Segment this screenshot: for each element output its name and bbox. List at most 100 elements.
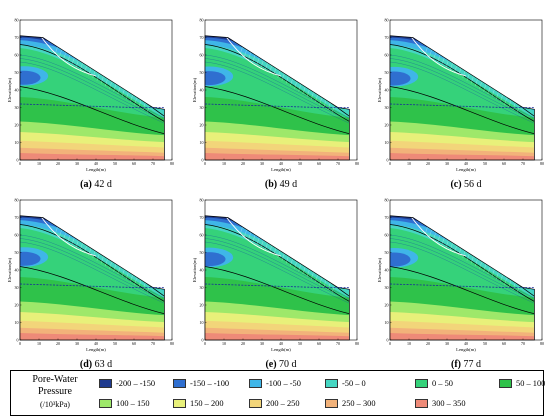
y-tick-label: 10 [200, 140, 204, 145]
slip-surface [408, 35, 467, 77]
y-tick-label: 80 [200, 197, 204, 202]
legend: Pore-Water Pressure (/10³kPa) -200 – -15… [10, 370, 546, 416]
y-tick-label: 60 [200, 52, 204, 57]
x-tick-label: 30 [260, 341, 264, 346]
x-tick-label: 30 [75, 161, 79, 166]
y-tick-label: 30 [385, 285, 389, 290]
panel-d: 0 10 20 30 40 50 60 70 80 0 10 20 30 40 50 60 70 80 Length… [7, 197, 174, 370]
y-axis-title: Elevation(m) [192, 257, 197, 282]
x-tick-label: 50 [483, 341, 487, 346]
x-tick-label: 0 [389, 161, 391, 166]
y-tick-label: 10 [385, 320, 389, 325]
contour-band [20, 153, 165, 160]
x-tick-label: 60 [317, 341, 321, 346]
panel-caption: (c) 56 d [450, 179, 481, 190]
y-tick-label: 80 [385, 197, 389, 202]
x-tick-label: 80 [540, 341, 544, 346]
contour-line [390, 54, 535, 119]
panel-a: 0 10 20 30 40 50 60 70 80 0 10 20 30 40 50 60 70 80 Length… [7, 17, 174, 190]
contour-line [390, 238, 535, 301]
panel-caption: (a) 42 d [80, 179, 112, 190]
contour-line [390, 241, 535, 304]
x-tick-label: 70 [336, 341, 340, 346]
y-tick-label: 20 [385, 122, 389, 127]
legend-swatch [499, 378, 512, 388]
x-axis-title: Length(m) [86, 347, 106, 352]
y-tick-label: 10 [15, 320, 19, 325]
contour-line [390, 234, 535, 299]
x-tick-label: 80 [170, 341, 174, 346]
y-tick-label: 70 [385, 35, 389, 40]
x-tick-label: 50 [113, 161, 117, 166]
contour-line [205, 61, 350, 124]
x-tick-label: 20 [241, 341, 245, 346]
soil-layer-boundary [20, 86, 165, 135]
x-tick-label: 70 [521, 341, 525, 346]
y-tick-label: 50 [15, 70, 19, 75]
legend-items: -200 – -150 -150 – -100 -100 – -50 -50 – 0 0… [99, 374, 546, 414]
contour-line [20, 241, 165, 304]
x-tick-label: 40 [464, 161, 468, 166]
y-tick-label: 50 [385, 250, 389, 255]
slip-surface [38, 215, 97, 257]
y-tick-label: 70 [385, 215, 389, 220]
y-tick-label: 60 [200, 232, 204, 237]
y-tick-label: 80 [15, 17, 19, 22]
y-tick-label: 10 [15, 140, 19, 145]
legend-title: Pore-Water Pressure (/10³kPa) [15, 374, 95, 411]
legend-item: 150 – 200 [173, 395, 224, 411]
y-tick-label: 30 [15, 285, 19, 290]
legend-swatch [173, 398, 186, 408]
x-tick-label: 30 [445, 161, 449, 166]
legend-label: 0 – 50 [432, 378, 453, 388]
legend-item: -100 – -50 [249, 375, 301, 391]
soil-layer-boundary [205, 266, 350, 315]
y-tick-label: 40 [385, 267, 389, 272]
y-tick-label: 20 [200, 302, 204, 307]
phreatic-line [19, 283, 165, 288]
contour-line [205, 58, 350, 121]
x-tick-label: 10 [222, 161, 226, 166]
panel-c: 0 10 20 30 40 50 60 70 80 0 10 20 30 40 50 60 70 80 Length… [377, 17, 544, 190]
x-tick-label: 20 [426, 161, 430, 166]
legend-label: 300 – 350 [432, 398, 466, 408]
legend-item: -50 – 0 [325, 375, 366, 391]
legend-label: 50 – 100 [516, 378, 546, 388]
slip-surface [408, 215, 467, 257]
legend-item: 300 – 350 [415, 395, 466, 411]
y-tick-label: 30 [15, 105, 19, 110]
x-tick-label: 0 [19, 341, 21, 346]
contour-line [205, 238, 350, 301]
y-tick-label: 40 [200, 87, 204, 92]
x-tick-label: 0 [204, 161, 206, 166]
legend-swatch [99, 378, 112, 388]
soil-layer-boundary [390, 266, 535, 315]
soil-layer-boundary [20, 266, 165, 315]
y-tick-label: 60 [15, 52, 19, 57]
x-tick-label: 40 [464, 341, 468, 346]
slip-surface [38, 35, 97, 77]
x-tick-label: 20 [241, 161, 245, 166]
y-axis-title: Elevation(m) [7, 77, 12, 102]
x-tick-label: 60 [502, 341, 506, 346]
panel-f: 0 10 20 30 40 50 60 70 80 0 10 20 30 40 50 60 70 80 Length… [377, 197, 544, 370]
x-tick-label: 50 [113, 341, 117, 346]
y-axis-title: Elevation(m) [377, 77, 382, 102]
legend-unit: (/10³kPa) [40, 400, 70, 409]
panel-b: 0 10 20 30 40 50 60 70 80 0 10 20 30 40 50 60 70 80 Length… [192, 17, 359, 190]
y-tick-label: 50 [385, 70, 389, 75]
legend-label: -50 – 0 [342, 378, 366, 388]
legend-swatch [249, 398, 262, 408]
contour-band [205, 252, 226, 267]
contour-line [205, 54, 350, 119]
x-tick-label: 70 [521, 161, 525, 166]
y-tick-label: 0 [17, 157, 19, 162]
phreatic-line [389, 283, 535, 288]
panel-time: 77 d [461, 359, 481, 370]
legend-swatch [325, 378, 338, 388]
phreatic-line [389, 103, 535, 108]
x-tick-label: 0 [204, 341, 206, 346]
contour-line [390, 58, 535, 121]
contour-line [20, 238, 165, 301]
panel-letter: (c) [450, 179, 461, 190]
